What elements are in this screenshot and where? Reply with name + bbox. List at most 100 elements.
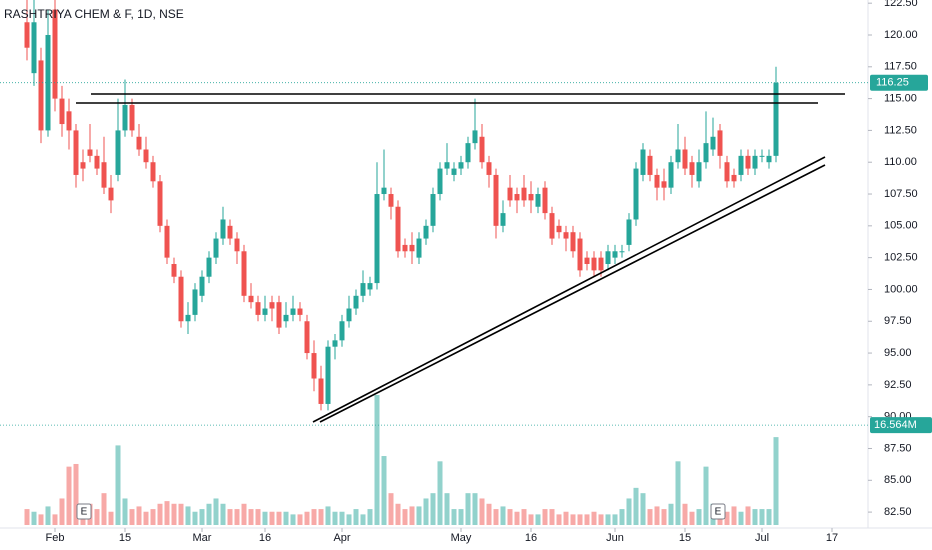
volume-bar	[437, 461, 443, 525]
candle-body	[234, 238, 240, 252]
volume-bar	[521, 509, 527, 525]
y-tick-label: 120.00	[884, 29, 918, 41]
candle-body	[241, 251, 247, 296]
candle-body	[605, 251, 611, 264]
candle-body	[171, 264, 177, 277]
candle-body	[108, 187, 114, 201]
candle-body	[430, 194, 436, 226]
trend-line	[312, 156, 826, 423]
volume-bar	[241, 503, 247, 525]
candle-body	[395, 206, 401, 252]
volume-bar	[206, 503, 212, 525]
candle-body	[493, 174, 499, 226]
candle-body	[206, 257, 212, 277]
candle-body	[101, 162, 107, 188]
candle-body	[199, 276, 205, 296]
x-tick-label: May	[451, 532, 472, 544]
volume-bar	[192, 511, 198, 525]
volume-bar	[185, 506, 191, 525]
volume-bar	[318, 509, 324, 525]
candle-body	[570, 232, 576, 252]
volume-bar	[416, 506, 422, 525]
candle-body	[255, 302, 261, 315]
volume-bar	[353, 509, 359, 525]
y-tick-label: 105.00	[884, 220, 918, 232]
candle-body	[283, 314, 289, 322]
candle-body	[710, 136, 716, 150]
candle-body	[500, 213, 506, 226]
x-tick-label: 16	[525, 532, 537, 544]
candle-body	[766, 155, 772, 163]
candle-body	[143, 149, 149, 163]
candle-body	[122, 104, 128, 131]
volume-bar	[493, 509, 499, 525]
candle-body	[556, 225, 562, 233]
volume-bar	[297, 514, 303, 525]
volume-bar	[115, 445, 121, 525]
volume-bar	[374, 395, 380, 525]
volume-bar	[619, 509, 625, 525]
candle-body	[661, 181, 667, 188]
volume-bar	[598, 514, 604, 525]
candle-body	[535, 194, 541, 207]
volume-bar	[367, 509, 373, 525]
x-tick-label: Mar	[193, 532, 212, 544]
candle-body	[150, 162, 156, 182]
candle-body	[73, 130, 79, 175]
volume-bar	[360, 514, 366, 525]
volume-bar	[164, 501, 170, 525]
volume-bar	[276, 511, 282, 525]
candle-body	[94, 155, 100, 169]
volume-bar	[514, 511, 520, 525]
candle-body	[360, 283, 366, 296]
candle-body	[703, 143, 709, 163]
volume-bar	[479, 498, 485, 525]
volume-bar	[465, 493, 471, 525]
volume-bar	[591, 511, 597, 525]
volume-bar	[759, 509, 765, 525]
candle-body	[633, 168, 639, 220]
candle-body	[31, 22, 37, 74]
last-price-label: 116.25	[876, 77, 909, 89]
candle-body	[409, 244, 415, 252]
chart-title: RASHTRIYA CHEM & F, 1D, NSE	[4, 7, 184, 21]
last-volume-label: 16.564M	[874, 419, 917, 431]
volume-bar	[122, 498, 128, 525]
volume-bar	[535, 514, 541, 525]
candle-body	[675, 149, 681, 163]
candle-body	[682, 149, 688, 169]
volume-bar	[143, 511, 149, 525]
volume-bar	[304, 511, 310, 525]
volume-bar	[556, 514, 562, 525]
candle-body	[584, 257, 590, 264]
x-tick-label: Apr	[333, 532, 350, 544]
volume-bar	[59, 498, 65, 525]
candle-body	[325, 346, 331, 404]
volume-bar	[346, 514, 352, 525]
candle-body	[297, 308, 303, 315]
volume-bar	[339, 511, 345, 525]
drawings	[76, 93, 845, 423]
candle-body	[577, 238, 583, 271]
volume-bar	[605, 514, 611, 525]
candle-body	[115, 130, 121, 175]
y-tick-label: 122.50	[884, 0, 918, 9]
volume-bar	[199, 509, 205, 525]
candle-body	[66, 111, 72, 131]
volume-bar	[570, 514, 576, 525]
candle-body	[80, 162, 86, 169]
volume-bar	[500, 506, 506, 525]
volume-bar	[290, 514, 296, 525]
volume-bar	[381, 456, 387, 525]
volume-bar	[577, 514, 583, 525]
volume-bar	[31, 511, 37, 525]
volume-bar	[563, 511, 569, 525]
candle-body	[423, 225, 429, 239]
volume-bar	[220, 503, 226, 525]
y-tick-label: 110.00	[884, 156, 917, 168]
volume-bar	[682, 503, 688, 525]
candle-body	[24, 22, 30, 48]
candle-body	[640, 149, 646, 175]
candle-body	[486, 162, 492, 175]
